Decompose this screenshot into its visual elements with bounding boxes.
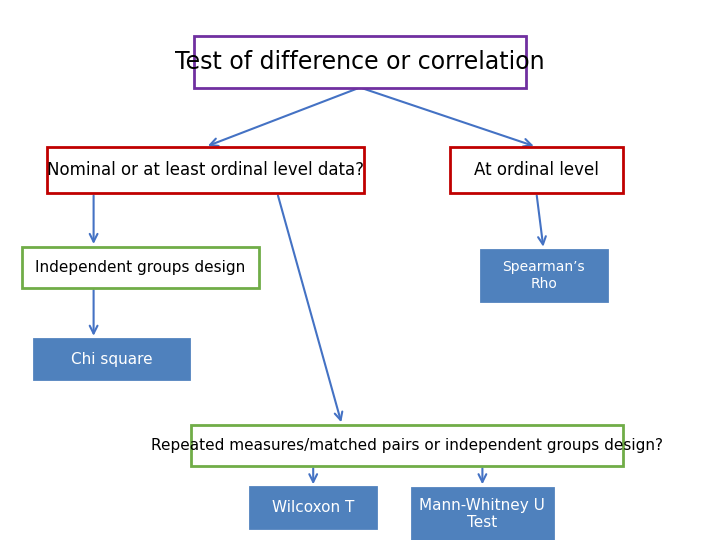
Text: Chi square: Chi square bbox=[71, 352, 153, 367]
Text: Spearman’s
Rho: Spearman’s Rho bbox=[503, 260, 585, 291]
Text: Wilcoxon T: Wilcoxon T bbox=[272, 500, 354, 515]
FancyBboxPatch shape bbox=[450, 147, 623, 193]
FancyBboxPatch shape bbox=[481, 249, 606, 301]
Text: At ordinal level: At ordinal level bbox=[474, 161, 599, 179]
FancyBboxPatch shape bbox=[191, 426, 623, 465]
FancyBboxPatch shape bbox=[251, 487, 376, 528]
Text: Independent groups design: Independent groups design bbox=[35, 260, 246, 275]
Text: Mann-Whitney U
Test: Mann-Whitney U Test bbox=[420, 498, 545, 530]
FancyBboxPatch shape bbox=[412, 488, 553, 540]
FancyBboxPatch shape bbox=[35, 339, 189, 379]
Text: Repeated measures/matched pairs or independent groups design?: Repeated measures/matched pairs or indep… bbox=[150, 438, 663, 453]
FancyBboxPatch shape bbox=[194, 36, 526, 87]
Text: Nominal or at least ordinal level data?: Nominal or at least ordinal level data? bbox=[47, 161, 364, 179]
FancyBboxPatch shape bbox=[47, 147, 364, 193]
Text: Test of difference or correlation: Test of difference or correlation bbox=[175, 50, 545, 74]
FancyBboxPatch shape bbox=[22, 247, 259, 287]
